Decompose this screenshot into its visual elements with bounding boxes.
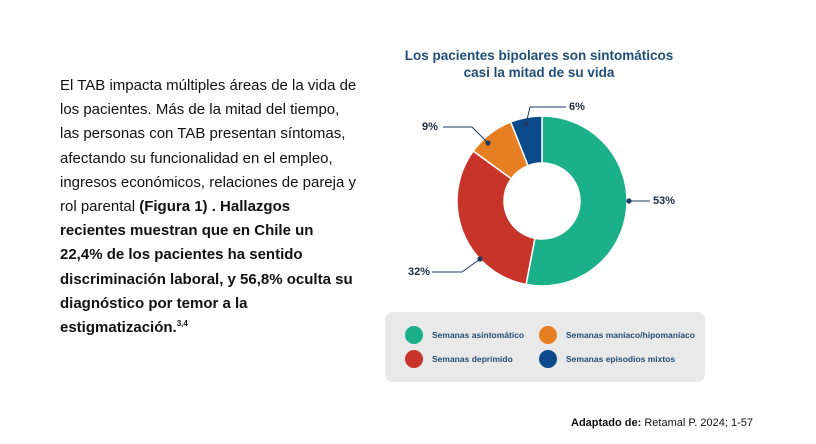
legend-label: Semanas deprimido: [432, 354, 513, 364]
source-text: Retamal P. 2024; 1-57: [644, 417, 753, 429]
donut-slice-2: [456, 149, 536, 286]
donut-slice-4: [509, 115, 543, 167]
legend-item-3: Semanas maníaco/hipomaníaco: [539, 326, 695, 344]
leader-dot-4: [523, 121, 529, 127]
donut-slice-1: [525, 115, 628, 287]
leader-dot-3: [485, 140, 491, 146]
leader-dot-2: [477, 256, 483, 262]
source-label: Adaptado de:: [571, 417, 642, 429]
chart-legend: Semanas asintomático Semanas maníaco/hipo…: [385, 312, 705, 382]
legend-item-1: Semanas asintomático: [405, 326, 524, 344]
citation-superscript: 3,4: [176, 319, 188, 329]
leader-line-4: [525, 106, 566, 125]
data-label-4: 6%: [569, 101, 585, 113]
legend-swatch: [539, 326, 557, 344]
legend-swatch: [405, 350, 423, 368]
data-label-3: 9%: [422, 121, 438, 133]
legend-label: Semanas asintomático: [432, 330, 525, 340]
legend-item-2: Semanas deprimido: [405, 350, 513, 368]
legend-label: Semanas maníaco/hipomaníaco: [566, 330, 695, 340]
body-paragraph: El TAB impacta múltiples áreas de la vid…: [60, 74, 360, 340]
legend-item-4: Semanas episodios mixtos: [539, 350, 675, 368]
leader-line-3: [443, 126, 489, 144]
data-label-1: 53%: [653, 195, 676, 207]
chart-title-line-1: Los pacientes bipolares son sintomáticos: [404, 48, 674, 63]
chart-title-line-2: casi la mitad de su vida: [463, 65, 615, 80]
legend-swatch: [405, 326, 423, 344]
data-label-2: 32%: [408, 266, 431, 278]
leader-dot-1: [626, 198, 632, 204]
paragraph-bold-text: (Figura 1) . Hallazgos recientes muestra…: [60, 198, 353, 337]
legend-label: Semanas episodios mixtos: [566, 354, 676, 364]
paragraph-normal-text: El TAB impacta múltiples áreas de la vid…: [60, 77, 357, 216]
source-note: Adaptado de: Retamal P. 2024; 1-57: [571, 417, 753, 429]
legend-swatch: [539, 350, 557, 368]
chart-title: Los pacientes bipolares son sintomáticos…: [380, 47, 698, 81]
leader-line-2: [432, 258, 481, 273]
